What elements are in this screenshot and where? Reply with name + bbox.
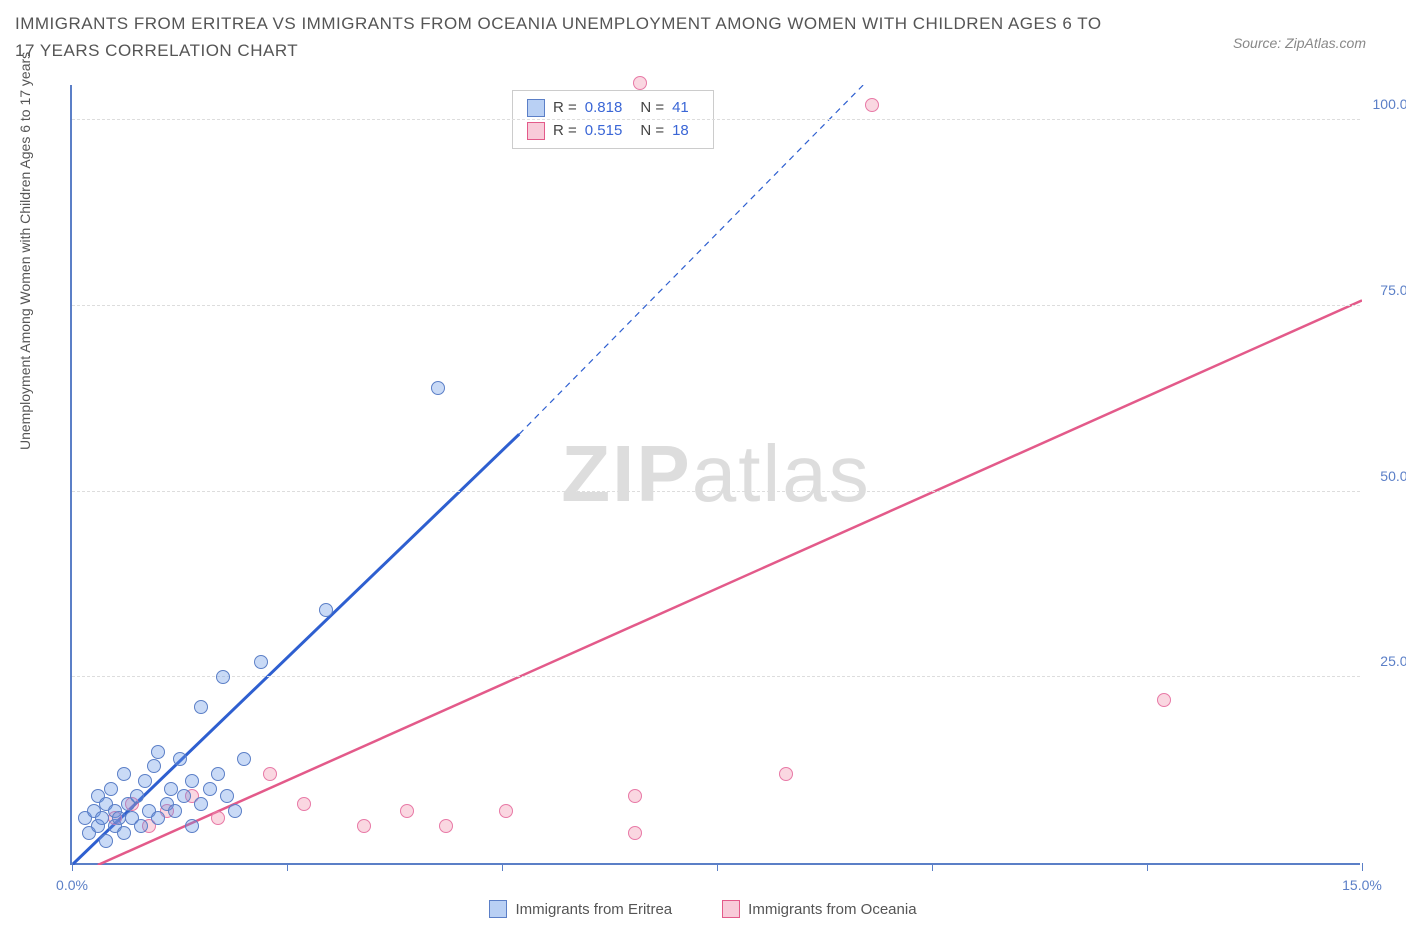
gridline (72, 491, 1360, 492)
swatch-icon (722, 900, 740, 918)
data-point (173, 752, 187, 766)
data-point (228, 804, 242, 818)
data-point (779, 767, 793, 781)
data-point (865, 98, 879, 112)
swatch-icon (489, 900, 507, 918)
data-point (216, 670, 230, 684)
data-point (185, 774, 199, 788)
x-tick (287, 863, 288, 871)
data-point (194, 700, 208, 714)
data-point (319, 603, 333, 617)
x-tick (502, 863, 503, 871)
source-label: Source: ZipAtlas.com (1233, 35, 1366, 51)
y-tick-label: 25.0% (1380, 653, 1406, 669)
y-axis-label: Unemployment Among Women with Children A… (17, 52, 33, 450)
legend-row-oceania: R = 0.515 N = 18 (527, 120, 699, 143)
x-tick (1362, 863, 1363, 871)
data-point (130, 789, 144, 803)
data-point (203, 782, 217, 796)
swatch-icon (527, 99, 545, 117)
data-point (117, 767, 131, 781)
data-point (168, 804, 182, 818)
data-point (439, 819, 453, 833)
x-tick-label: 0.0% (56, 877, 88, 893)
x-tick (717, 863, 718, 871)
n-value: 41 (672, 97, 689, 120)
data-point (633, 76, 647, 90)
data-point (112, 811, 126, 825)
data-point (147, 759, 161, 773)
gridline (72, 119, 1360, 120)
data-point (151, 745, 165, 759)
data-point (263, 767, 277, 781)
data-point (357, 819, 371, 833)
data-point (138, 774, 152, 788)
data-point (177, 789, 191, 803)
series-legend: Immigrants from Eritrea Immigrants from … (0, 900, 1406, 918)
x-tick (72, 863, 73, 871)
data-point (431, 381, 445, 395)
r-value: 0.515 (585, 120, 623, 143)
data-point (220, 789, 234, 803)
data-point (99, 834, 113, 848)
data-point (254, 655, 268, 669)
y-tick-label: 75.0% (1380, 282, 1406, 298)
data-point (211, 767, 225, 781)
chart-title: IMMIGRANTS FROM ERITREA VS IMMIGRANTS FR… (15, 10, 1115, 64)
gridline (72, 305, 1360, 306)
data-point (95, 811, 109, 825)
x-tick-label: 15.0% (1342, 877, 1382, 893)
data-point (400, 804, 414, 818)
data-point (237, 752, 251, 766)
gridline (72, 676, 1360, 677)
data-point (499, 804, 513, 818)
x-tick (932, 863, 933, 871)
x-tick (1147, 863, 1148, 871)
data-point (185, 819, 199, 833)
n-value: 18 (672, 120, 689, 143)
data-point (297, 797, 311, 811)
legend-item-eritrea: Immigrants from Eritrea (489, 900, 672, 918)
watermark: ZIPatlas (561, 428, 870, 520)
data-point (117, 826, 131, 840)
y-tick-label: 100.0% (1373, 96, 1406, 112)
swatch-icon (527, 122, 545, 140)
data-point (1157, 693, 1171, 707)
chart-plot-area: ZIPatlas R = 0.818 N = 41 R = 0.515 N = … (70, 85, 1360, 865)
data-point (134, 819, 148, 833)
data-point (151, 811, 165, 825)
legend-row-eritrea: R = 0.818 N = 41 (527, 97, 699, 120)
legend-item-oceania: Immigrants from Oceania (722, 900, 916, 918)
r-value: 0.818 (585, 97, 623, 120)
data-point (628, 789, 642, 803)
data-point (104, 782, 118, 796)
data-point (164, 782, 178, 796)
data-point (628, 826, 642, 840)
trend-lines (72, 85, 1362, 865)
data-point (211, 811, 225, 825)
data-point (194, 797, 208, 811)
y-tick-label: 50.0% (1380, 468, 1406, 484)
